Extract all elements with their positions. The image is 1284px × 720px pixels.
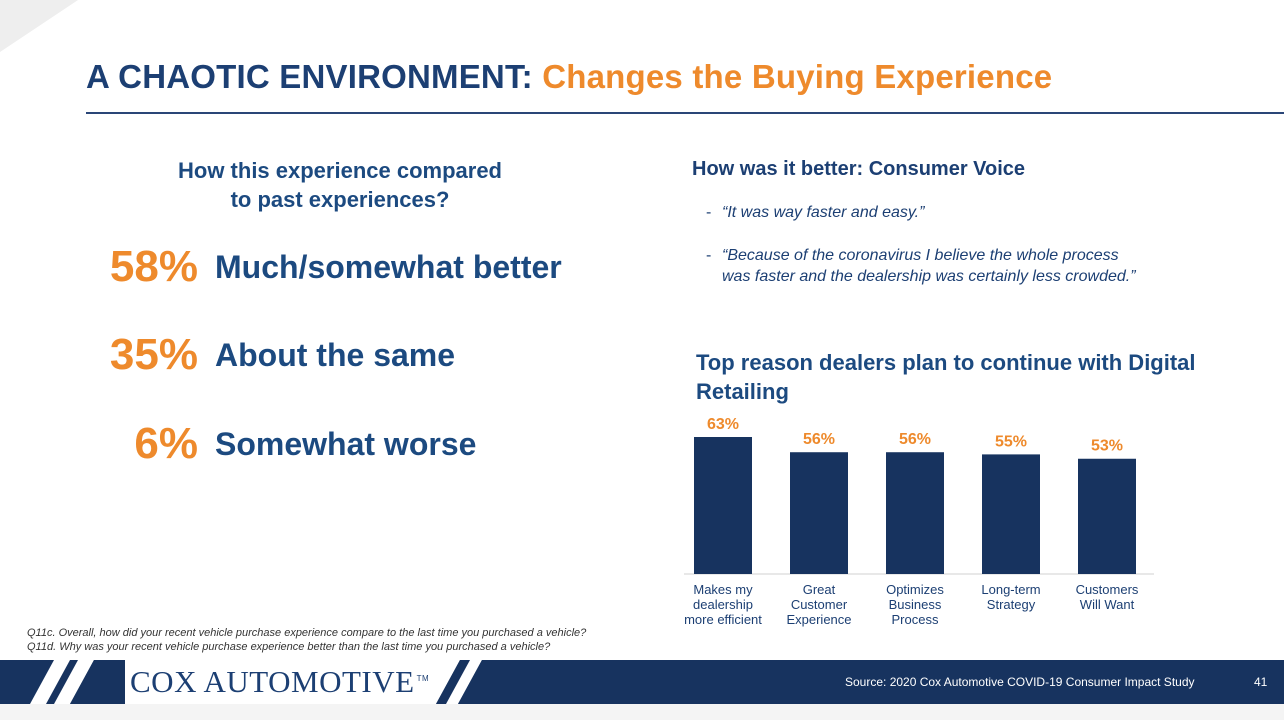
title-divider	[86, 112, 1284, 114]
stat-label: About the same	[215, 337, 456, 373]
chart-category-label: Experience	[786, 612, 851, 627]
chart-category-label: Customers	[1076, 582, 1139, 597]
stat-row-better: 58% Much/somewhat better	[60, 242, 620, 296]
chart-category-label: Will Want	[1080, 597, 1135, 612]
quote-text: “It was way faster and easy.”	[722, 204, 925, 221]
stat-row-same: 35% About the same	[60, 330, 620, 384]
page-number: 41	[1254, 675, 1268, 689]
chart-bar	[982, 454, 1040, 574]
quote-dash: -	[706, 247, 712, 264]
stat-percent: 6%	[134, 419, 198, 468]
chart-value-label: 55%	[995, 433, 1027, 450]
quote-text: “Because of the coronavirus I believe th…	[722, 247, 1136, 285]
stat-label: Somewhat worse	[215, 426, 477, 462]
quote-item: - “It was way faster and easy.”	[706, 202, 1136, 223]
consumer-voice-heading: How was it better: Consumer Voice	[692, 158, 1026, 180]
quote-item: - “Because of the coronavirus I believe …	[706, 245, 1136, 287]
cox-automotive-logo: COX AUTOMOTIVE TM	[130, 664, 429, 700]
chart-category-label: dealership	[693, 597, 753, 612]
chart-value-label: 53%	[1091, 438, 1123, 455]
stat-percent: 58%	[109, 242, 198, 291]
chart-category-label: Business	[889, 597, 942, 612]
chart-value-label: 56%	[803, 431, 835, 448]
footnote-q11c: Q11c. Overall, how did your recent vehic…	[27, 627, 587, 639]
slide-title: A CHAOTIC ENVIRONMENT: Changes the Buyin…	[86, 58, 1052, 96]
chart-category-label: Process	[892, 612, 939, 627]
comparison-heading: How this experience compared to past exp…	[140, 156, 540, 214]
chart-bar	[1078, 458, 1136, 574]
source-citation: Source: 2020 Cox Automotive COVID-19 Con…	[845, 675, 1195, 689]
comparison-heading-line1: How this experience compared	[178, 158, 502, 183]
chart-value-label: 63%	[707, 416, 739, 433]
title-accent: Changes the Buying Experience	[542, 58, 1053, 95]
stat-percent: 35%	[109, 330, 198, 379]
chart-bar	[790, 452, 848, 574]
chart-bar	[694, 437, 752, 574]
comparison-heading-line2: to past experiences?	[230, 187, 450, 212]
chart-category-label: Great	[803, 582, 836, 597]
chart-title: Top reason dealers plan to continue with…	[696, 350, 1196, 404]
slash-mark-right-icon	[432, 660, 492, 704]
chart-bar	[886, 452, 944, 574]
chart-category-label: Long-term	[981, 582, 1040, 597]
title-main: A CHAOTIC ENVIRONMENT:	[86, 58, 533, 95]
chart-category-label: more efficient	[684, 612, 762, 627]
chart-value-label: 56%	[899, 431, 931, 448]
stat-row-worse: 6% Somewhat worse	[60, 419, 620, 473]
footer-band-right	[433, 660, 1284, 704]
chart-category-label: Makes my	[693, 582, 753, 597]
logo-text: COX AUTOMOTIVE	[130, 664, 415, 699]
chart-category-label: Optimizes	[886, 582, 944, 597]
corner-decoration	[0, 0, 78, 52]
chart-category-label: Customer	[791, 597, 848, 612]
footnote-q11d: Q11d. Why was your recent vehicle purcha…	[27, 641, 551, 653]
stat-label: Much/somewhat better	[215, 249, 562, 285]
chart-category-label: Strategy	[987, 597, 1036, 612]
logo-trademark: TM	[416, 674, 430, 683]
footnotes: Q11c. Overall, how did your recent vehic…	[27, 626, 586, 654]
slash-mark-icon	[30, 660, 122, 704]
quote-dash: -	[706, 204, 712, 221]
footer-band-bottom	[0, 704, 1284, 720]
